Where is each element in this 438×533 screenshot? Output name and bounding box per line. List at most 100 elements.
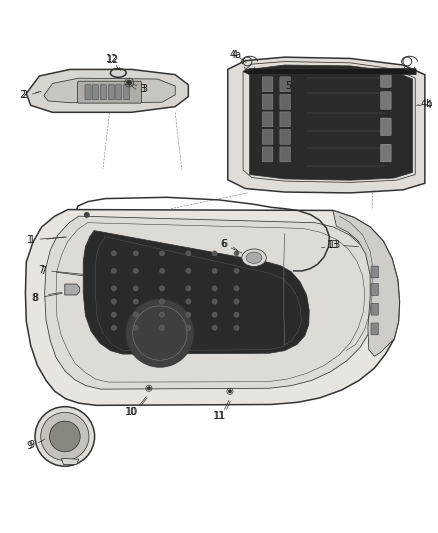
Circle shape: [111, 299, 117, 304]
Circle shape: [186, 286, 191, 291]
Circle shape: [84, 212, 89, 217]
FancyBboxPatch shape: [371, 284, 378, 295]
FancyBboxPatch shape: [280, 147, 290, 162]
Circle shape: [228, 390, 232, 393]
Text: 4: 4: [231, 51, 237, 60]
Text: 7: 7: [41, 266, 47, 276]
Text: 4a: 4a: [230, 51, 242, 60]
FancyBboxPatch shape: [262, 77, 273, 92]
FancyBboxPatch shape: [262, 112, 273, 127]
Text: 5: 5: [285, 81, 291, 91]
Circle shape: [234, 312, 239, 317]
Circle shape: [41, 413, 89, 461]
Circle shape: [212, 268, 217, 273]
Polygon shape: [65, 284, 80, 295]
Text: 6: 6: [221, 239, 227, 249]
Circle shape: [212, 325, 217, 330]
Circle shape: [126, 299, 194, 367]
Text: 2: 2: [20, 90, 26, 100]
FancyBboxPatch shape: [92, 85, 99, 100]
Circle shape: [111, 325, 117, 330]
FancyBboxPatch shape: [280, 130, 290, 144]
Circle shape: [35, 407, 95, 466]
Circle shape: [159, 251, 165, 256]
FancyBboxPatch shape: [124, 85, 130, 100]
Text: 10: 10: [125, 407, 138, 417]
Polygon shape: [83, 231, 309, 354]
Circle shape: [127, 80, 132, 85]
Text: 12: 12: [106, 54, 118, 64]
Circle shape: [159, 325, 165, 330]
Circle shape: [49, 421, 80, 452]
Circle shape: [212, 312, 217, 317]
Ellipse shape: [242, 249, 266, 266]
Text: 4b: 4b: [421, 100, 433, 109]
Text: 3: 3: [141, 84, 148, 94]
Text: 11: 11: [214, 411, 226, 421]
Circle shape: [212, 299, 217, 304]
Circle shape: [234, 286, 239, 291]
Circle shape: [147, 386, 151, 390]
Circle shape: [186, 251, 191, 256]
Circle shape: [133, 299, 138, 304]
FancyBboxPatch shape: [381, 92, 391, 109]
Text: 5: 5: [285, 81, 291, 91]
Polygon shape: [61, 458, 79, 464]
Circle shape: [186, 325, 191, 330]
FancyBboxPatch shape: [371, 323, 378, 335]
Text: 7: 7: [39, 265, 45, 275]
Polygon shape: [26, 69, 188, 112]
Text: 3: 3: [139, 84, 145, 94]
FancyBboxPatch shape: [262, 130, 273, 144]
Text: 4: 4: [425, 100, 431, 110]
Polygon shape: [333, 211, 399, 356]
Text: 9: 9: [28, 440, 35, 450]
FancyBboxPatch shape: [381, 144, 391, 162]
Polygon shape: [243, 69, 416, 75]
Text: 12: 12: [107, 55, 119, 65]
FancyBboxPatch shape: [371, 266, 378, 278]
Circle shape: [212, 251, 217, 256]
Circle shape: [186, 312, 191, 317]
Circle shape: [234, 268, 239, 273]
Circle shape: [111, 268, 117, 273]
Polygon shape: [228, 57, 425, 193]
Polygon shape: [45, 216, 378, 389]
Text: 1: 1: [28, 235, 35, 245]
Circle shape: [159, 286, 165, 291]
Circle shape: [234, 325, 239, 330]
Circle shape: [133, 325, 138, 330]
FancyBboxPatch shape: [381, 70, 391, 87]
FancyBboxPatch shape: [78, 81, 141, 103]
FancyBboxPatch shape: [280, 112, 290, 127]
Text: 8: 8: [33, 293, 39, 303]
Text: 6: 6: [220, 239, 226, 249]
Circle shape: [159, 312, 165, 317]
FancyBboxPatch shape: [262, 94, 273, 109]
Circle shape: [133, 251, 138, 256]
FancyBboxPatch shape: [280, 94, 290, 109]
Circle shape: [234, 251, 239, 256]
Circle shape: [212, 286, 217, 291]
Circle shape: [111, 312, 117, 317]
Circle shape: [133, 312, 138, 317]
Text: 9: 9: [27, 441, 33, 451]
Text: 13: 13: [327, 240, 339, 251]
Text: 10: 10: [126, 407, 138, 417]
Polygon shape: [25, 209, 399, 405]
Circle shape: [159, 268, 165, 273]
Polygon shape: [250, 65, 413, 180]
Text: 11: 11: [213, 411, 225, 421]
Text: 1: 1: [27, 235, 33, 245]
FancyBboxPatch shape: [100, 85, 106, 100]
Circle shape: [133, 268, 138, 273]
Ellipse shape: [246, 252, 262, 263]
Text: 8: 8: [31, 293, 37, 303]
Circle shape: [111, 286, 117, 291]
Circle shape: [159, 299, 165, 304]
FancyBboxPatch shape: [381, 118, 391, 135]
FancyBboxPatch shape: [262, 147, 273, 162]
Circle shape: [234, 299, 239, 304]
Text: 13: 13: [329, 240, 341, 249]
FancyBboxPatch shape: [85, 85, 91, 100]
